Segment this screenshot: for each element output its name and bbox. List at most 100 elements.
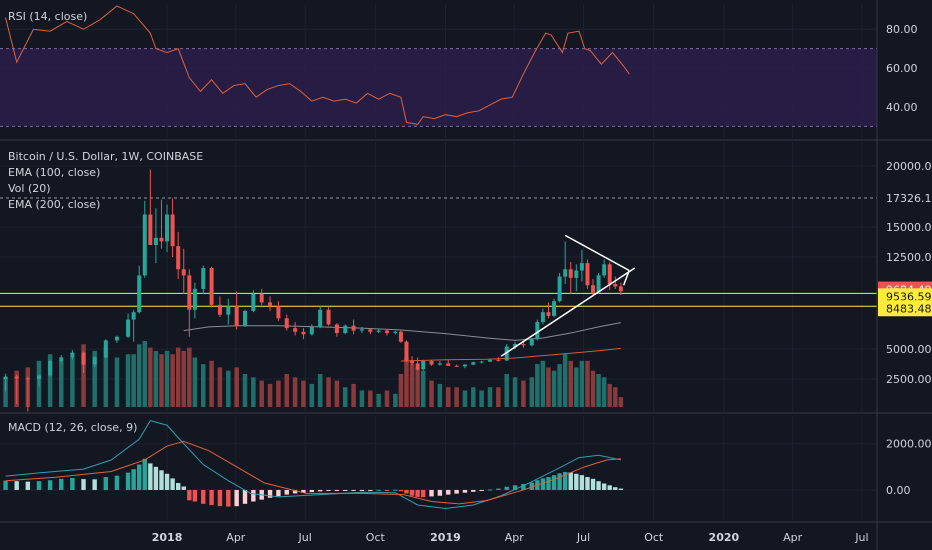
volume-bar (445, 387, 451, 407)
volume-bar (181, 350, 187, 407)
macd-histogram-bar (317, 489, 323, 492)
macd-histogram-bar (504, 486, 509, 490)
macd-tick-label: 2000.00 (886, 438, 932, 451)
volume-bar (437, 383, 443, 407)
price-tag-box (878, 190, 932, 206)
indicator-label-ema200[interactable]: EMA (200, close) (8, 198, 100, 211)
macd-histogram-bar (384, 489, 390, 491)
volume-bar (259, 380, 264, 407)
volume-bar (47, 354, 53, 407)
time-tick-label: 2020 (709, 531, 740, 544)
volume-bar (209, 360, 214, 407)
volume-bar (131, 354, 136, 407)
macd-histogram-bar (551, 475, 557, 490)
candle-body (201, 268, 206, 289)
candle-body (36, 375, 41, 379)
price-tag-label: 8483.48 (886, 302, 932, 315)
volume-bar (200, 364, 206, 407)
volume-bar (267, 383, 273, 407)
macd-histogram-bar (487, 489, 493, 491)
candle-body (540, 312, 545, 323)
macd-histogram-bar (175, 483, 181, 490)
candle-body (153, 237, 158, 245)
volume-bar (562, 354, 568, 407)
macd-histogram-bar (579, 475, 585, 490)
price-tag-box (878, 300, 932, 317)
macd-histogram-bar (234, 489, 239, 507)
volume-bar (618, 397, 624, 407)
indicator-label-ema100[interactable]: EMA (100, close) (8, 166, 100, 179)
horizontal-lines[interactable] (0, 197, 877, 307)
main-price-pane[interactable]: Bitcoin / U.S. Dollar, 1W, COINBASE EMA … (0, 142, 932, 412)
macd-pane[interactable]: MACD (12, 26, close, 9) 2000.00 0.00 (0, 416, 932, 520)
candle-body (234, 306, 239, 326)
volume-bar (92, 350, 97, 407)
pattern-line-lower (500, 267, 636, 357)
macd-histogram-bar (343, 489, 348, 491)
macd-histogram-bar (131, 469, 136, 490)
candle-body (351, 325, 356, 331)
volume-bar (487, 387, 493, 407)
volume-bar (393, 393, 398, 407)
macd-histogram-bar (187, 489, 192, 501)
rsi-price-axis[interactable]: 80.00 60.00 40.00 (886, 23, 918, 114)
main-price-axis[interactable]: 20000.00 15000.00 12500.00 5000.00 2500.00 (886, 160, 932, 386)
candle-body (585, 263, 590, 286)
volume-bar (187, 347, 192, 407)
candle-body (293, 328, 298, 332)
volume-bar (170, 354, 175, 407)
rsi-label: RSI (14, close) (8, 10, 87, 23)
macd-histogram-bar (437, 489, 443, 496)
pattern-line-upper (564, 234, 630, 272)
candle-body (471, 362, 476, 365)
candle-body (602, 264, 607, 276)
macd-price-axis[interactable]: 2000.00 0.00 (886, 438, 932, 497)
indicator-label-vol[interactable]: Vol (20) (8, 182, 51, 195)
volume-bar (613, 387, 618, 407)
macd-histogram-bar (251, 489, 256, 502)
volume-bar (251, 377, 256, 407)
symbol-title[interactable]: Bitcoin / U.S. Dollar, 1W, COINBASE (8, 150, 203, 163)
candle-body (217, 304, 222, 315)
price-tick-label: 2500.00 (886, 373, 932, 386)
volume-bar (479, 390, 484, 407)
candle-body (454, 365, 459, 367)
time-axis[interactable]: 2018 Apr Jul Oct 2019 Apr Jul Oct 2020 Apr Jul (152, 531, 869, 544)
candle-body (92, 357, 97, 365)
volume-bar (81, 344, 86, 407)
candle-body (170, 214, 175, 247)
rsi-pane[interactable]: RSI (14, close) 80.00 60.00 40.00 (0, 4, 918, 138)
volume-bar (301, 380, 306, 407)
candle-body (579, 263, 584, 271)
candle-body (284, 318, 289, 329)
volume-bar (409, 364, 415, 407)
volume-bar (496, 387, 501, 407)
candle-body (404, 341, 409, 361)
macd-histogram-bar (415, 489, 420, 497)
volume-bar (585, 360, 590, 407)
macd-histogram-bar (164, 473, 170, 490)
macd-tick-label: 0.00 (886, 484, 911, 497)
macd-histogram-bar (192, 489, 198, 502)
candle-body (557, 276, 562, 302)
macd-histogram-bar (454, 489, 459, 494)
candle-body (131, 312, 136, 320)
macd-histogram-bar (590, 478, 596, 490)
macd-label: MACD (12, 26, close, 9) (8, 421, 137, 434)
candle-body (546, 312, 551, 316)
time-tick-label: Oct (644, 531, 664, 544)
price-tick-label: 15000.00 (886, 221, 932, 234)
volume-bar (607, 383, 612, 407)
triangle-pattern-drawing[interactable] (500, 234, 636, 357)
volume-bar (164, 350, 170, 407)
volume-bar (415, 367, 420, 407)
volume-bar (342, 387, 348, 407)
volume-bar (175, 347, 181, 407)
candle-body (410, 361, 415, 364)
ema-200-line (400, 347, 621, 362)
volume-bar (114, 357, 120, 407)
candle-body (591, 285, 596, 293)
time-tick-label: Oct (366, 531, 386, 544)
macd-histogram-bar (81, 479, 86, 490)
